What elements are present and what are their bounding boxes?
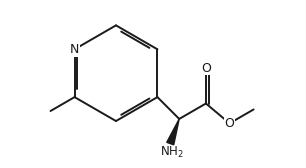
Text: O: O bbox=[201, 61, 211, 75]
Text: N: N bbox=[70, 43, 79, 56]
Text: O: O bbox=[225, 117, 234, 130]
Polygon shape bbox=[167, 119, 179, 145]
Text: NH$_2$: NH$_2$ bbox=[160, 145, 184, 160]
